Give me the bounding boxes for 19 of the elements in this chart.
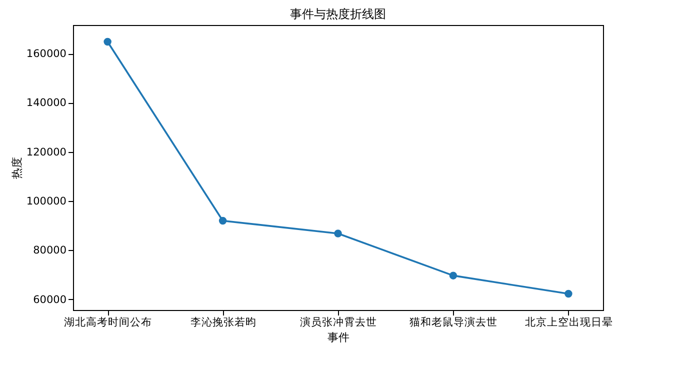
y-axis-title: 热度 <box>10 157 24 179</box>
x-tick-label: 李沁挽张若昀 <box>190 316 256 328</box>
point <box>104 38 112 46</box>
point <box>334 230 342 238</box>
x-axis-title: 事件 <box>328 331 350 344</box>
point <box>449 272 458 280</box>
y-tick-label: 100000 <box>26 196 66 208</box>
y-tick-label: 160000 <box>26 48 66 60</box>
y-tick-label: 60000 <box>33 294 66 306</box>
x-tick-label: 湖北高考时间公布 <box>64 316 152 328</box>
point <box>218 216 227 225</box>
x-tick-label: 演员张冲霄去世 <box>300 316 377 328</box>
y-tick-label: 80000 <box>33 244 66 257</box>
y-tick-label: 140000 <box>26 97 66 110</box>
chart-title: 事件与热度折线图 <box>290 7 386 21</box>
point <box>564 290 572 298</box>
x-tick-label: 北京上空出现日晕 <box>524 316 613 328</box>
x-tick-label: 猫和老鼠导演去世 <box>410 316 498 328</box>
y-tick-label: 120000 <box>26 146 66 158</box>
